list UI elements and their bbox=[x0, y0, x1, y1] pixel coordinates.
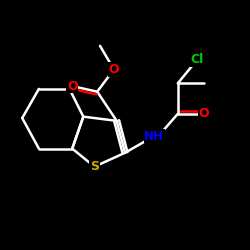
Text: S: S bbox=[90, 160, 99, 173]
Text: Cl: Cl bbox=[190, 53, 204, 66]
Text: O: O bbox=[67, 80, 78, 92]
Text: O: O bbox=[108, 63, 119, 76]
Text: NH: NH bbox=[144, 130, 164, 142]
Text: O: O bbox=[199, 108, 209, 120]
